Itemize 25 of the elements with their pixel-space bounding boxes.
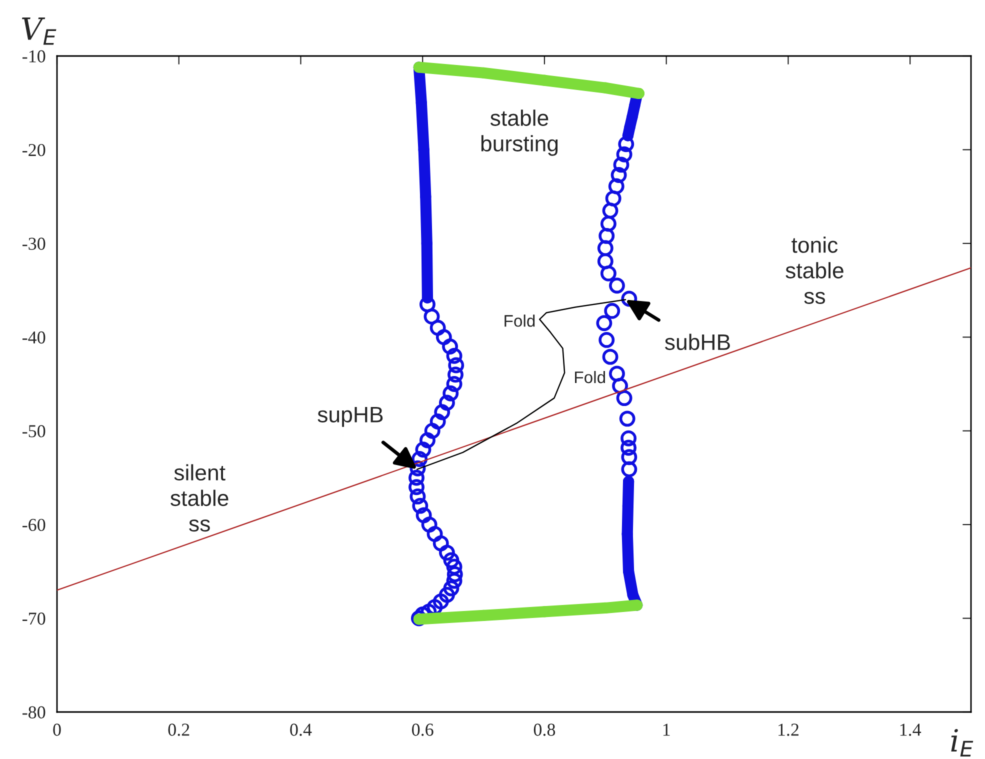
x-tick-label: 0: [53, 724, 61, 736]
y-tick-label: -70: [22, 612, 46, 625]
x-tick-label: 0.4: [290, 724, 312, 736]
annotation: tonic stable ss: [786, 236, 844, 304]
annotation: silent stable ss: [170, 464, 228, 532]
annotation: Fold: [575, 370, 605, 384]
annotation: Fold: [504, 314, 535, 327]
y-tick-label: -20: [22, 144, 46, 156]
x-tick-label: 0.6: [412, 724, 434, 736]
y-tick-label: -50: [22, 425, 46, 438]
annotation: subHB: [665, 334, 730, 350]
y-axis-title: V$_{E}$: [22, 18, 56, 45]
x-tick-label: 1.2: [778, 724, 798, 736]
x-tick-label: 0.8: [534, 724, 556, 736]
x-tick-label: 1: [663, 724, 670, 736]
y-tick-label: -30: [22, 238, 46, 250]
y-tick-label: -80: [22, 706, 46, 718]
y-tick-label: -10: [22, 50, 46, 62]
y-tick-label: -40: [22, 331, 46, 344]
x-tick-label: 0.2: [168, 724, 190, 736]
annotation: stable bursting: [481, 110, 558, 156]
x-tick-label: 1.4: [900, 724, 922, 736]
y-tick-label: -60: [22, 518, 46, 532]
annotation: supHB: [318, 406, 383, 427]
x-axis-title: i$_{E}$: [951, 729, 974, 756]
